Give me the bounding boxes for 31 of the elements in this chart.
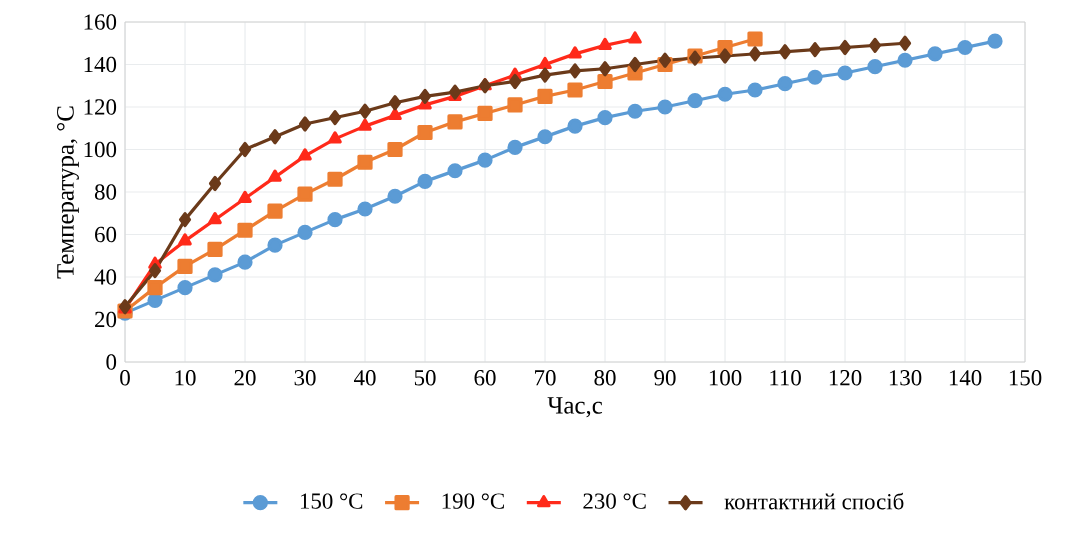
x-tick-label: 150 (1009, 370, 1042, 386)
x-tick-label: 0 (120, 370, 130, 386)
x-tick-label: 40 (353, 370, 376, 386)
y-tick-label: 20 (95, 311, 117, 328)
x-tick-label: 140 (949, 370, 982, 386)
y-tick-label: 0 (106, 354, 117, 370)
x-axis-title: Час,с (547, 397, 603, 418)
x-tick-label: 30 (294, 370, 316, 386)
legend-label: 150 °C (300, 493, 363, 509)
legend-label: 230 °C (583, 493, 646, 509)
y-tick-label: 60 (95, 226, 117, 243)
x-tick-label: 100 (709, 370, 742, 386)
x-tick-label: 20 (234, 370, 256, 386)
legend-label: 190 °C (442, 493, 504, 509)
x-tick-label: 90 (654, 370, 676, 386)
y-tick-label: 80 (94, 184, 117, 200)
x-tick-label: 80 (594, 370, 616, 386)
x-tick-label: 130 (889, 370, 922, 386)
y-tick-label: 120 (84, 99, 117, 115)
legend-label: контактний спосіб (724, 492, 904, 510)
y-axis-title: Температура, °C (56, 106, 79, 279)
x-tick-label: 10 (175, 370, 196, 386)
y-tick-label: 140 (84, 56, 117, 73)
y-tick-label: 100 (84, 141, 117, 158)
y-tick-label: 40 (94, 269, 117, 285)
x-tick-label: 50 (414, 370, 436, 386)
x-tick-label: 70 (535, 370, 556, 386)
x-tick-label: 60 (474, 370, 496, 386)
x-tick-label: 120 (829, 370, 862, 386)
y-tick-label: 160 (84, 14, 117, 30)
x-tick-label: 110 (770, 370, 801, 386)
